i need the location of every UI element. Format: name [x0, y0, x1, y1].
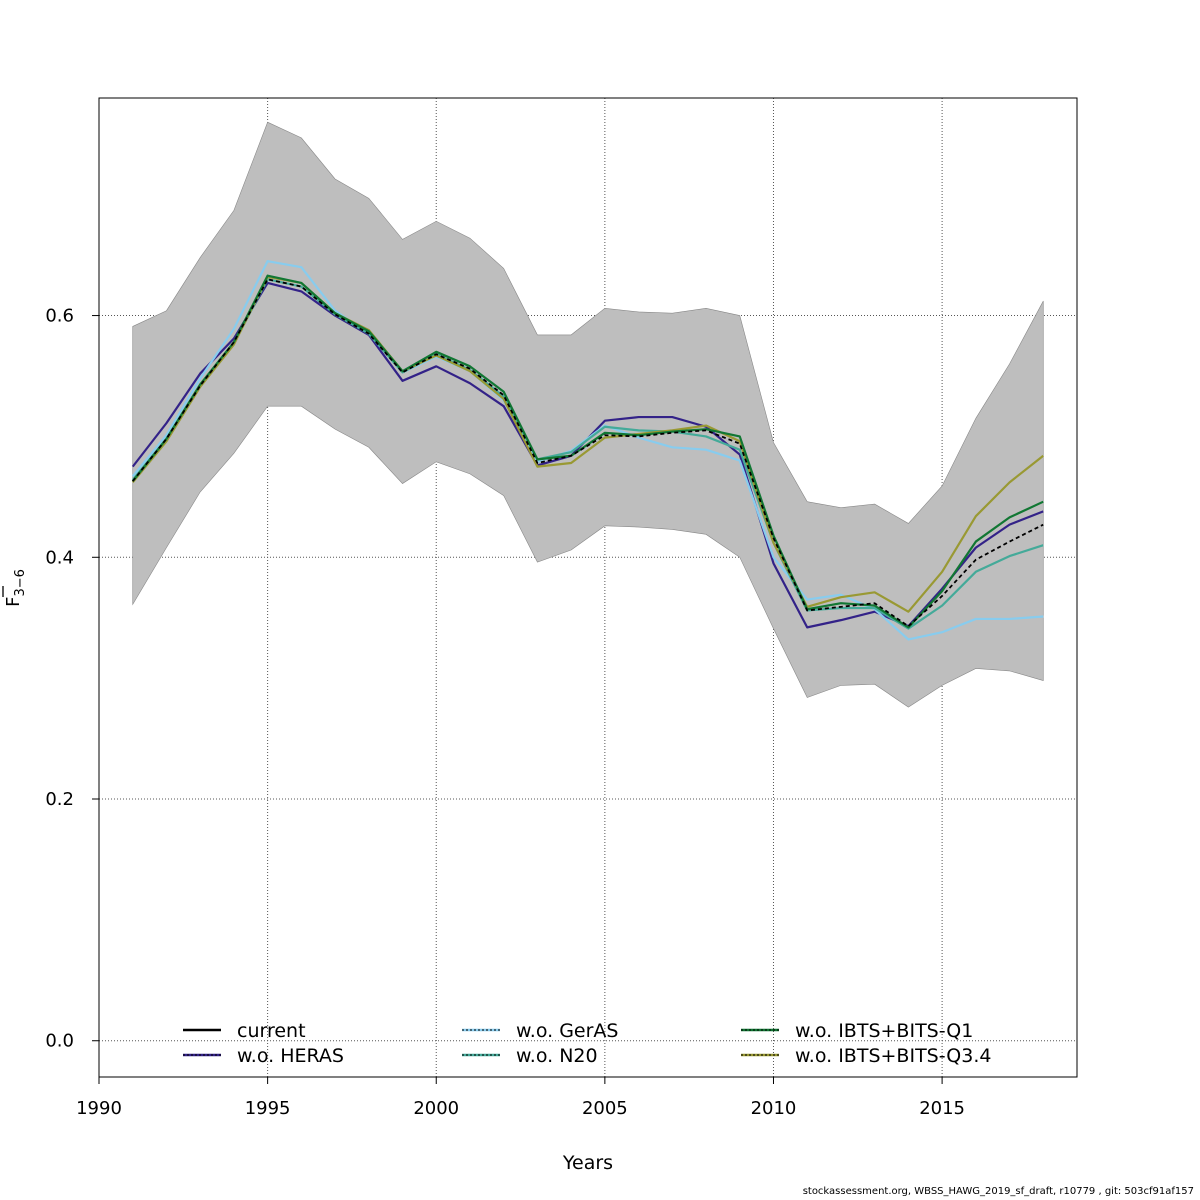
x-tick-label-2000: 2000	[413, 1098, 459, 1119]
x-tick-label-1990: 1990	[76, 1098, 122, 1119]
series-lines	[131, 260, 1044, 641]
y-tick-label-0: 0.0	[45, 1031, 74, 1052]
legend-item-4: w.o. IBTS+BITS-Q1	[741, 1020, 973, 1042]
series-line-4	[131, 274, 1044, 629]
legend-item-3: w.o. N20	[462, 1045, 598, 1067]
y-axis: 0.0 0.2 0.4 0.6	[45, 306, 100, 1052]
x-axis: 1990 1995 2000 2005 2010 2015	[76, 1076, 965, 1119]
legend-label-5: w.o. IBTS+BITS-Q3.4	[795, 1045, 991, 1067]
y-tick-label-2: 0.4	[45, 547, 74, 568]
legend-item-5: w.o. IBTS+BITS-Q3.4	[741, 1045, 991, 1067]
x-tick-label-2010: 2010	[751, 1098, 797, 1119]
confidence-band	[132, 121, 1044, 708]
legend-label-4: w.o. IBTS+BITS-Q1	[795, 1020, 973, 1042]
legend-label-3: w.o. N20	[516, 1045, 598, 1067]
svg-text:F3−6: F3−6	[3, 569, 28, 607]
y-axis-label-sub: 3−6	[13, 569, 28, 596]
y-axis-label: F3−6	[2, 569, 28, 607]
x-axis-label: Years	[562, 1152, 613, 1174]
legend-item-1: w.o. HERAS	[183, 1045, 344, 1067]
x-tick-label-2005: 2005	[582, 1098, 628, 1119]
confidence-band-area	[132, 121, 1044, 708]
legend-item-0: current	[183, 1020, 306, 1042]
y-tick-label-1: 0.2	[45, 789, 74, 810]
legend-label-0: current	[237, 1020, 306, 1042]
legend-label-1: w.o. HERAS	[237, 1045, 344, 1067]
legend-item-2: w.o. GerAS	[462, 1020, 619, 1042]
x-tick-label-2015: 2015	[919, 1098, 965, 1119]
footer-note: stockassessment.org, WBSS_HAWG_2019_sf_d…	[802, 1186, 1194, 1197]
legend-label-2: w.o. GerAS	[516, 1020, 619, 1042]
x-tick-label-1995: 1995	[245, 1098, 291, 1119]
legend: current w.o. HERAS w.o. GerAS w.o. N20 w.o. …	[183, 1020, 991, 1067]
y-axis-label-main: F	[3, 597, 24, 607]
series-line-0	[132, 278, 1044, 628]
y-tick-label-3: 0.6	[45, 306, 74, 327]
